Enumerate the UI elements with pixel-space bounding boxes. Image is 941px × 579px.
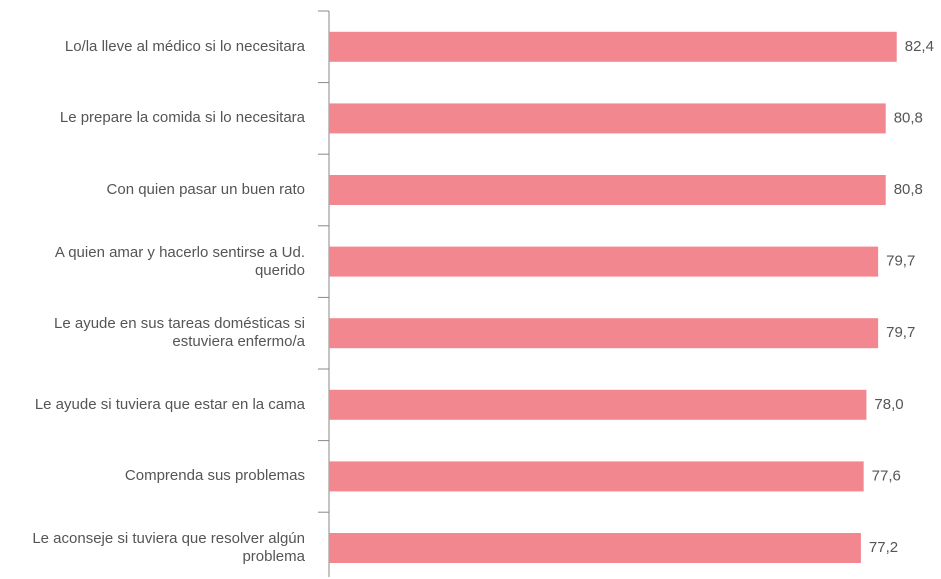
category-label: Le prepare la comida si lo necesitara (59, 109, 305, 127)
category-label: Lo/la lleve al médico si lo necesitara (64, 37, 305, 55)
bar (329, 103, 886, 134)
value-label: 80,8 (894, 109, 923, 126)
value-label: 80,8 (894, 181, 923, 198)
category-label: Comprenda sus problemas (124, 467, 305, 485)
bar (329, 175, 886, 205)
bar (329, 461, 864, 492)
bar (329, 318, 879, 349)
bar (329, 533, 861, 563)
value-label: 77,2 (869, 539, 898, 556)
value-label: 78,0 (874, 396, 903, 413)
value-label: 79,7 (886, 324, 915, 341)
value-label: 82,4 (905, 38, 934, 55)
category-label: Le ayude en sus tareas domésticas si est… (54, 315, 305, 351)
bar (329, 389, 867, 420)
bar (329, 31, 897, 62)
category-label: Con quien pasar un buen rato (106, 181, 305, 198)
bar (329, 246, 879, 277)
category-label: A quien amar y hacerlo sentirse a Ud. qu… (54, 243, 305, 279)
category-label: Le aconseje si tuviera que resolver algú… (32, 530, 305, 565)
value-label: 77,6 (872, 467, 901, 484)
category-label: Le ayude si tuviera que estar en la cama (34, 395, 305, 413)
value-label: 79,7 (886, 253, 915, 270)
